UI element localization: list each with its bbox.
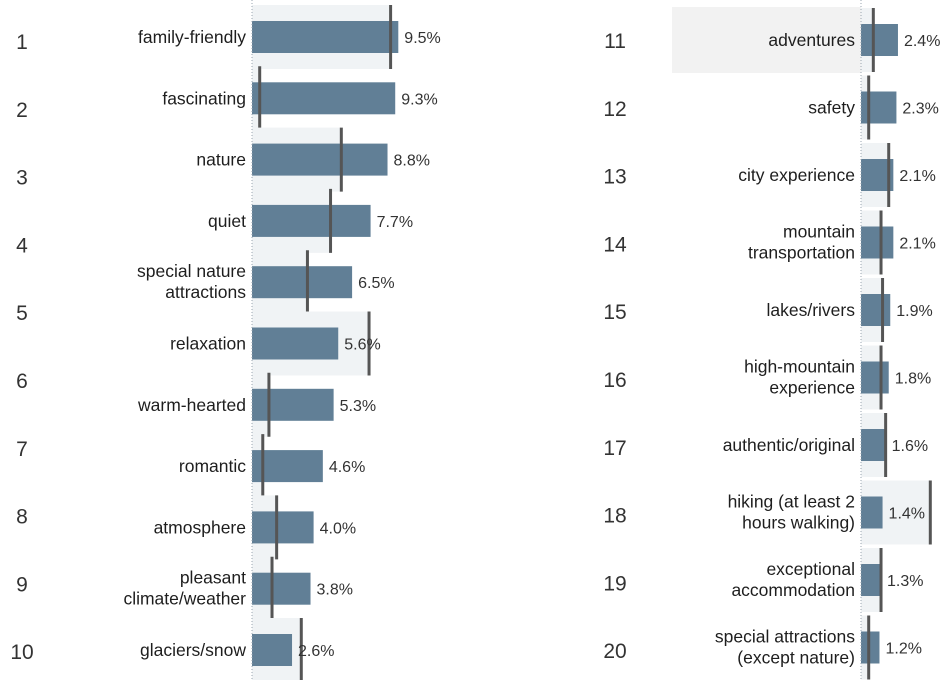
bar bbox=[861, 564, 882, 596]
rank-number: 18 bbox=[603, 505, 626, 528]
rank-number: 17 bbox=[603, 437, 626, 460]
category-label: climate/weather bbox=[123, 589, 246, 609]
category-label: authentic/original bbox=[723, 435, 855, 455]
category-label: mountain bbox=[783, 222, 855, 242]
rank-number: 20 bbox=[603, 640, 626, 663]
bar bbox=[252, 327, 339, 360]
category-label: hiking (at least 2 bbox=[728, 492, 855, 512]
value-label: 5.3% bbox=[340, 398, 376, 415]
bar bbox=[252, 634, 293, 666]
category-label: atmosphere bbox=[154, 517, 246, 537]
bar bbox=[861, 496, 883, 529]
rank-number: 9 bbox=[16, 573, 28, 596]
bar bbox=[252, 82, 396, 115]
value-label: 2.6% bbox=[298, 643, 334, 660]
rank-number: 5 bbox=[16, 302, 28, 325]
rank-number: 4 bbox=[16, 234, 28, 257]
bar bbox=[861, 429, 886, 461]
bar bbox=[252, 511, 314, 544]
rank-number: 11 bbox=[604, 30, 626, 53]
category-label: fascinating bbox=[162, 88, 246, 108]
category-label: glaciers/snow bbox=[140, 640, 246, 660]
value-label: 9.3% bbox=[401, 91, 437, 108]
value-label: 1.6% bbox=[892, 438, 928, 455]
category-label: special attractions bbox=[715, 627, 855, 647]
value-label: 4.0% bbox=[320, 520, 356, 537]
rank-number: 8 bbox=[16, 506, 28, 529]
rank-number: 12 bbox=[603, 98, 626, 121]
bar bbox=[861, 361, 889, 394]
bar bbox=[252, 143, 388, 176]
value-label: 1.8% bbox=[895, 371, 931, 388]
rank-number: 10 bbox=[10, 641, 33, 664]
value-label: 9.5% bbox=[404, 30, 440, 47]
rank-number: 7 bbox=[16, 438, 28, 461]
rank-number: 2 bbox=[16, 99, 28, 122]
rank-number: 1 bbox=[16, 31, 28, 54]
bar bbox=[861, 24, 898, 56]
category-label: accommodation bbox=[731, 580, 855, 600]
bar bbox=[252, 266, 353, 299]
bar bbox=[252, 204, 371, 237]
bar bbox=[252, 572, 311, 605]
category-label: attractions bbox=[165, 282, 246, 302]
category-label: lakes/rivers bbox=[767, 300, 856, 320]
bar bbox=[861, 631, 880, 664]
value-label: 2.1% bbox=[899, 168, 935, 185]
rank-number: 19 bbox=[603, 572, 626, 595]
category-label: relaxation bbox=[170, 334, 246, 354]
category-label: exceptional bbox=[766, 559, 855, 579]
bar bbox=[252, 21, 399, 53]
rank-number: 13 bbox=[603, 166, 626, 189]
value-label: 2.3% bbox=[902, 101, 938, 118]
value-label: 3.8% bbox=[317, 582, 353, 599]
value-label: 1.9% bbox=[896, 303, 932, 320]
value-label: 2.1% bbox=[899, 236, 935, 253]
category-label: transportation bbox=[748, 243, 855, 263]
bar bbox=[861, 226, 894, 259]
category-label: romantic bbox=[179, 456, 246, 476]
category-label: pleasant bbox=[180, 568, 246, 588]
value-label: 6.5% bbox=[358, 275, 394, 292]
category-label: city experience bbox=[738, 165, 855, 185]
value-label: 2.4% bbox=[904, 33, 940, 50]
value-label: 7.7% bbox=[377, 214, 413, 231]
category-label: adventures bbox=[768, 30, 855, 50]
bar bbox=[252, 388, 334, 421]
category-label: (except nature) bbox=[737, 648, 855, 668]
rank-number: 6 bbox=[16, 370, 28, 393]
category-label: hours walking) bbox=[742, 513, 855, 533]
category-label: warm-hearted bbox=[137, 395, 246, 415]
category-label: special nature bbox=[137, 261, 246, 281]
value-label: 5.6% bbox=[344, 337, 380, 354]
category-label: safety bbox=[808, 98, 855, 118]
value-label: 8.8% bbox=[394, 153, 430, 170]
value-label: 1.3% bbox=[887, 573, 923, 590]
bar bbox=[861, 294, 891, 326]
rank-number: 14 bbox=[603, 233, 627, 256]
category-label: quiet bbox=[208, 211, 246, 231]
bar bbox=[861, 91, 897, 124]
rank-number: 16 bbox=[603, 369, 626, 392]
value-label: 1.2% bbox=[885, 641, 921, 658]
value-label: 4.6% bbox=[329, 459, 365, 476]
category-label: high-mountain bbox=[744, 357, 855, 377]
category-label: nature bbox=[196, 150, 246, 170]
value-label: 1.4% bbox=[889, 506, 925, 523]
highlight-row bbox=[672, 7, 861, 73]
category-label: experience bbox=[769, 378, 855, 398]
rank-number: 15 bbox=[603, 301, 626, 324]
rank-number: 3 bbox=[16, 167, 28, 190]
category-label: family-friendly bbox=[138, 27, 246, 47]
